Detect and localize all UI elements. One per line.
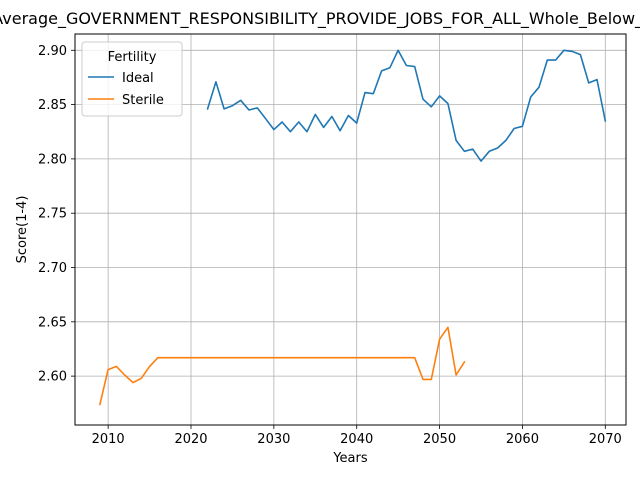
x-tick-label: 2050 — [423, 432, 456, 447]
series-line-ideal — [206, 49, 607, 162]
y-tick-label: 2.60 — [38, 370, 67, 385]
series-lines — [98, 49, 607, 406]
legend-title: Fertility — [108, 50, 157, 65]
x-axis-label: Years — [332, 451, 368, 466]
y-tick-label: 2.85 — [38, 98, 67, 113]
series-line-sterile — [98, 326, 466, 406]
y-axis-label: Score(1-4) — [15, 196, 30, 264]
x-tick-label: 2040 — [340, 432, 373, 447]
y-tick-label: 2.90 — [38, 44, 67, 59]
legend: Fertility Ideal Sterile — [81, 41, 183, 117]
grid-lines — [75, 34, 626, 425]
x-tick-label: 2070 — [589, 432, 622, 447]
legend-box — [81, 41, 183, 117]
x-tick-label: 2020 — [174, 432, 207, 447]
plot-frame — [74, 33, 627, 426]
x-tick-label: 2030 — [257, 432, 290, 447]
legend-label-ideal: Ideal — [122, 71, 154, 86]
x-tick-label: 2010 — [92, 432, 125, 447]
x-axis-ticks: 2010 2020 2030 2040 2050 2060 2070 — [92, 425, 622, 447]
y-axis-ticks: 2.60 2.65 2.70 2.75 2.80 2.85 2.90 — [38, 44, 75, 385]
y-tick-label: 2.75 — [38, 207, 67, 222]
y-tick-label: 2.70 — [38, 261, 67, 276]
y-tick-label: 2.65 — [38, 315, 67, 330]
x-tick-label: 2060 — [506, 432, 539, 447]
chart-title: Average_GOVERNMENT_RESPONSIBILITY_PROVID… — [0, 9, 640, 29]
y-tick-label: 2.80 — [38, 152, 67, 167]
legend-label-sterile: Sterile — [122, 93, 164, 108]
